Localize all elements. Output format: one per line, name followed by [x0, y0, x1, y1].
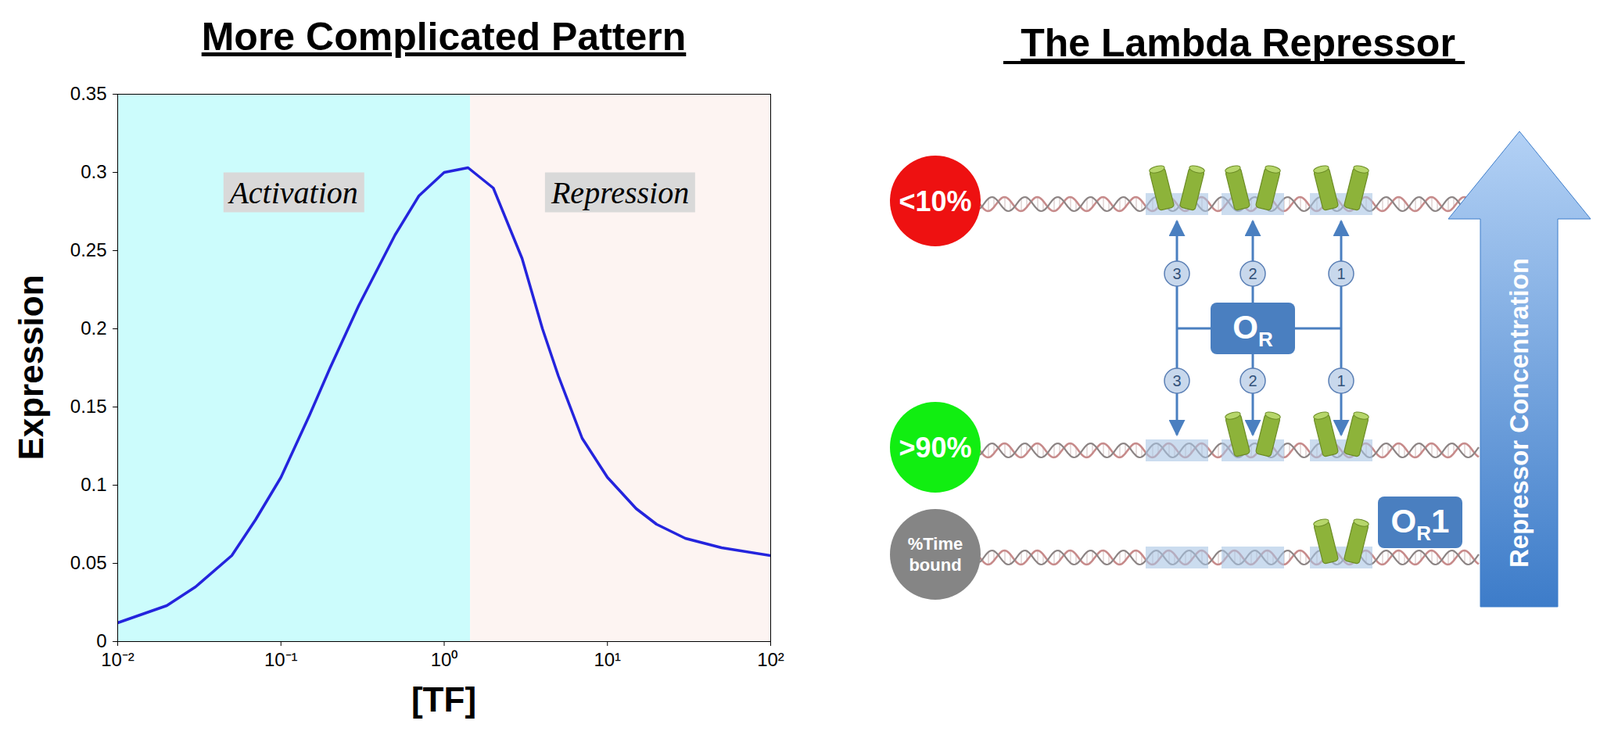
svg-text:0.25: 0.25 [70, 239, 108, 261]
svg-text:0.05: 0.05 [70, 552, 108, 574]
svg-text:>90%: >90% [898, 431, 972, 464]
svg-text:0.35: 0.35 [70, 82, 108, 105]
svg-text:2: 2 [1248, 372, 1257, 390]
svg-text:3: 3 [1172, 372, 1181, 390]
svg-text:3: 3 [1172, 265, 1181, 283]
html-text:Repression: Repression [551, 174, 690, 210]
svg-text:<10%: <10% [898, 185, 972, 218]
svg-text:OR: OR [1232, 308, 1274, 352]
svg-text:0: 0 [96, 630, 107, 652]
svg-text:10¹: 10¹ [593, 649, 621, 671]
svg-text:10²: 10² [756, 649, 785, 671]
svg-text:OR1: OR1 [1391, 502, 1450, 546]
svg-text:The Lambda Repressor: The Lambda Repressor [1020, 21, 1456, 65]
svg-text:0.2: 0.2 [80, 317, 107, 339]
svg-text:10⁰: 10⁰ [430, 649, 459, 671]
svg-text:bound: bound [908, 555, 962, 575]
svg-text:Repressor Concentration: Repressor Concentration [1504, 258, 1534, 568]
svg-text:%Time: %Time [907, 534, 964, 554]
svg-text:10⁻¹: 10⁻¹ [264, 649, 298, 671]
svg-text:10⁻²: 10⁻² [100, 649, 135, 671]
svg-text:1: 1 [1336, 372, 1346, 390]
svg-text:0.3: 0.3 [80, 161, 107, 183]
svg-text:1: 1 [1336, 265, 1346, 283]
html-text:More Complicated Pattern: More Complicated Pattern [201, 14, 687, 59]
svg-text:0.1: 0.1 [80, 473, 107, 496]
html-text:Expression: Expression [11, 274, 51, 461]
svg-text:0.15: 0.15 [70, 395, 108, 417]
svg-text:2: 2 [1248, 265, 1257, 283]
html-text:Activation: Activation [229, 174, 359, 210]
html-text:[TF]: [TF] [411, 680, 477, 719]
